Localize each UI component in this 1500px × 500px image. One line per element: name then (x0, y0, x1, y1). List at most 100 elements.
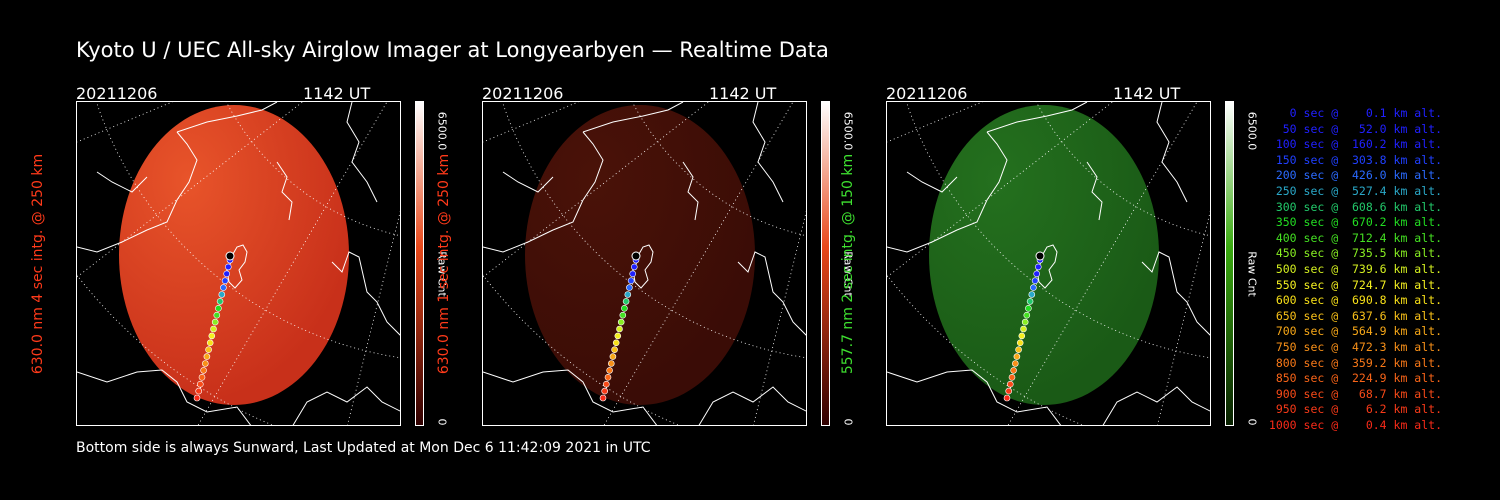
lat-lon-grid (887, 102, 1210, 425)
legend-entry: 750 sec @ 472.3 km alt. (1268, 339, 1442, 354)
trajectory-point (197, 380, 204, 388)
trajectory-point (221, 277, 229, 284)
trajectory-point (1015, 346, 1022, 353)
trajectory-point (216, 298, 224, 305)
trajectory-point (631, 263, 638, 271)
legend-entry: 900 sec @ 68.7 km alt. (1268, 386, 1442, 401)
allsky-image (886, 101, 1211, 426)
legend-entry: 300 sec @ 608.6 km alt. (1268, 199, 1442, 214)
trajectory-point (202, 360, 209, 367)
page-title: Kyoto U / UEC All-sky Airglow Imager at … (76, 38, 829, 62)
legend-entry: 0 sec @ 0.1 km alt. (1268, 106, 1442, 120)
legend-entry: 950 sec @ 6.2 km alt. (1268, 402, 1442, 417)
trajectory-point (614, 332, 622, 340)
coastlines (887, 102, 1210, 425)
legend-entry: 50 sec @ 52.0 km alt. (1268, 121, 1442, 136)
legend-entry: 850 sec @ 224.9 km alt. (1268, 371, 1442, 386)
trajectory-point (1018, 332, 1026, 340)
colorbar (1225, 101, 1234, 426)
trajectory-point (1026, 298, 1034, 305)
trajectory-point (1003, 394, 1011, 402)
rocket-trajectory (193, 251, 235, 402)
trajectory-point (1010, 367, 1017, 374)
trajectory-point (603, 380, 610, 388)
trajectory-point (198, 373, 206, 381)
trajectory-point (1031, 277, 1039, 284)
colorbar (415, 101, 424, 426)
rocket-trajectory (599, 251, 641, 402)
trajectory-point (622, 298, 630, 305)
trajectory-point (193, 394, 201, 402)
trajectory-legend: 0 sec @ 0.1 km alt. 50 sec @ 52.0 km alt… (1262, 106, 1442, 433)
trajectory-point (1033, 270, 1040, 278)
legend-entry: 1000 sec @ 0.4 km alt. (1268, 417, 1442, 432)
legend-entry: 450 sec @ 735.5 km alt. (1268, 246, 1442, 261)
trajectory-point (223, 270, 230, 278)
trajectory-point (627, 277, 635, 284)
trajectory-point (1021, 318, 1029, 326)
legend-entry: 150 sec @ 303.8 km alt. (1268, 152, 1442, 167)
allsky-image (76, 101, 401, 426)
trajectory-point (211, 318, 219, 326)
trajectory-point (617, 318, 625, 326)
trajectory-point (225, 263, 232, 271)
trajectory-point (626, 284, 633, 291)
legend-entry: 700 sec @ 564.9 km alt. (1268, 324, 1442, 339)
trajectory-point (609, 353, 617, 360)
trajectory-point (629, 270, 636, 278)
colorbar (821, 101, 830, 426)
trajectory-point (1007, 380, 1014, 388)
trajectory-point (624, 291, 632, 298)
legend-entry: 100 sec @ 160.2 km alt. (1268, 137, 1442, 152)
trajectory-point (611, 346, 618, 353)
trajectory-point (601, 387, 608, 395)
legend-entry: 550 sec @ 724.7 km alt. (1268, 277, 1442, 292)
allsky-image (482, 101, 807, 426)
trajectory-point (1008, 373, 1016, 381)
panel-time: 1142 UT (709, 84, 777, 103)
panel-date: 20211206 (886, 84, 968, 103)
lat-lon-grid (77, 102, 400, 425)
legend-entry: 600 sec @ 690.8 km alt. (1268, 293, 1442, 308)
trajectory-point (210, 325, 217, 333)
trajectory-point (1028, 291, 1036, 298)
coastlines (77, 102, 400, 425)
legend-entry: 500 sec @ 739.6 km alt. (1268, 261, 1442, 276)
trajectory-point (203, 353, 211, 360)
legend-entry: 250 sec @ 527.4 km alt. (1268, 183, 1442, 198)
trajectory-point (608, 360, 615, 367)
trajectory-point (195, 387, 202, 395)
trajectory-point (213, 311, 221, 319)
footer-status: Bottom side is always Sunward, Last Upda… (76, 440, 651, 456)
panel-630nm-4sec: 20211206 1142 UT 630.0 nm 4 sec intg. @ … (30, 84, 476, 434)
trajectory-point (205, 346, 212, 353)
trajectory-point (206, 339, 214, 347)
trajectory-point (220, 284, 227, 291)
station-marker (225, 251, 235, 261)
legend-entry: 800 sec @ 359.2 km alt. (1268, 355, 1442, 370)
station-marker (1035, 251, 1045, 261)
panel-time: 1142 UT (303, 84, 371, 103)
lat-lon-grid (483, 102, 806, 425)
trajectory-point (599, 394, 607, 402)
trajectory-point (1035, 263, 1042, 271)
panel-date: 20211206 (482, 84, 564, 103)
trajectory-point (1013, 353, 1021, 360)
panel-557nm-2sec: 20211206 1142 UT 557.7 nm 2 sec intg. @ … (840, 84, 1286, 434)
legend-entry: 200 sec @ 426.0 km alt. (1268, 168, 1442, 183)
trajectory-point (1005, 387, 1012, 395)
panel-630nm-1sec: 20211206 1142 UT 630.0 nm 1 sec intg. @ … (436, 84, 882, 434)
legend-entry: 400 sec @ 712.4 km alt. (1268, 230, 1442, 245)
trajectory-point (1016, 339, 1024, 347)
trajectory-point (606, 367, 613, 374)
trajectory-point (200, 367, 207, 374)
trajectory-point (1020, 325, 1027, 333)
trajectory-point (619, 311, 627, 319)
trajectory-point (604, 373, 612, 381)
panel-date: 20211206 (76, 84, 158, 103)
trajectory-point (1030, 284, 1037, 291)
rocket-trajectory (1003, 251, 1045, 402)
trajectory-point (616, 325, 623, 333)
trajectory-point (218, 291, 226, 298)
trajectory-point (1012, 360, 1019, 367)
